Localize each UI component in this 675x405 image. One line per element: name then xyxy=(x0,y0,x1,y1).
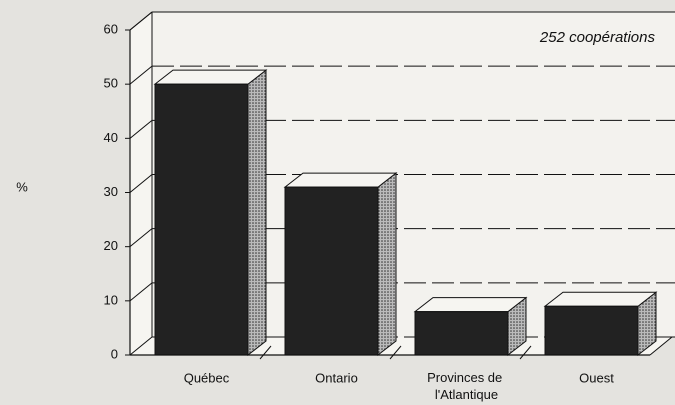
x-tick-label: Ouest xyxy=(579,370,614,385)
x-tick-label: Ontario xyxy=(315,370,358,385)
bar-top xyxy=(283,172,398,188)
y-tick-label: 0 xyxy=(111,346,118,361)
y-tick-label: 10 xyxy=(104,292,118,307)
annotation: 252 coopérations xyxy=(539,29,656,46)
x-tick xyxy=(519,345,532,360)
y-tick-label: 30 xyxy=(104,184,118,199)
bar xyxy=(544,305,639,356)
x-tick-label: Québec xyxy=(184,370,230,385)
bar xyxy=(284,186,379,356)
bar xyxy=(414,311,509,356)
bars xyxy=(153,69,658,357)
x-tick xyxy=(259,345,272,360)
wall-edge xyxy=(129,11,153,31)
axes: 0 10 20 30 40 50 60 Québec Ontario Provinces de l… xyxy=(104,11,675,402)
grid-diagonal xyxy=(129,336,153,356)
y-tick-label: 50 xyxy=(104,76,118,91)
bar xyxy=(154,83,249,356)
bar-side xyxy=(377,172,397,357)
grid-diagonal xyxy=(129,119,153,139)
grid-diagonal xyxy=(129,228,153,248)
y-tick-label: 20 xyxy=(104,238,118,253)
bar-top xyxy=(413,297,528,313)
floor-edge xyxy=(649,336,673,356)
grid-diagonal xyxy=(129,174,153,193)
grid-diagonal xyxy=(129,282,153,302)
x-tick xyxy=(389,345,402,360)
bar-side xyxy=(247,69,267,357)
x-tick-label: Provinces de l'Atlantique xyxy=(427,370,506,402)
y-tick-label: 60 xyxy=(104,21,118,36)
y-axis-label: % xyxy=(16,179,28,194)
bar-top xyxy=(543,291,658,307)
y-tick-label: 40 xyxy=(104,130,118,145)
grid-diagonal xyxy=(129,65,153,85)
bar-top xyxy=(153,69,268,85)
